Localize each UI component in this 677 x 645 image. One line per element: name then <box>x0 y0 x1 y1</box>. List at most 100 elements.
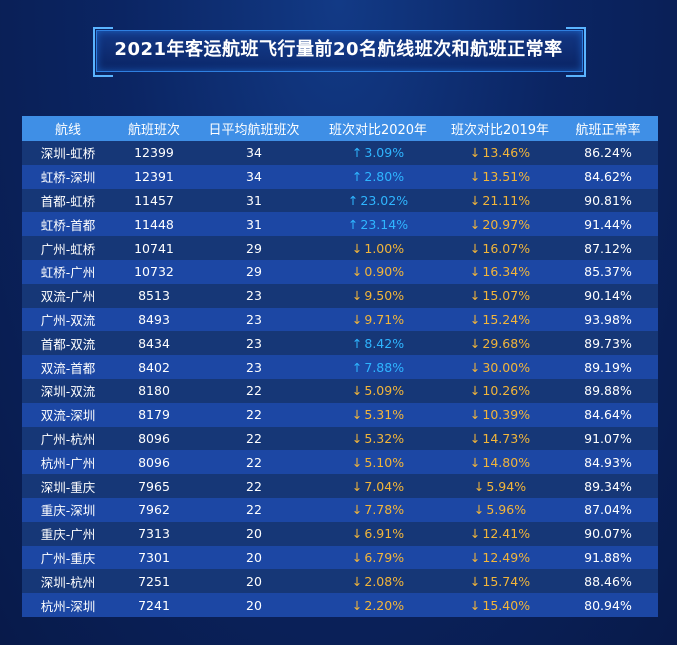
cell-route: 杭州-深圳 <box>22 593 114 617</box>
cell-route: 双流-深圳 <box>22 402 114 427</box>
table-row: 广州-重庆 7301 20 ↓ 6.79% ↓ 12.49% 91.88% <box>22 545 658 570</box>
cell-vs2020-value: 2.20% <box>364 597 405 613</box>
cell-ontime: 89.19% <box>558 355 658 379</box>
header-route: 航线 <box>22 116 114 141</box>
cell-vs2020: ↑ 8.42% <box>314 331 442 356</box>
table-header-row: 航线 航班班次 日平均航班班次 班次对比2020年 班次对比2019年 航班正常… <box>22 116 658 141</box>
cell-vs2020: ↓ 6.91% <box>314 521 442 546</box>
cell-vs2019-value: 21.11% <box>482 192 531 208</box>
cell-vs2020: ↓ 0.90% <box>314 259 442 284</box>
cell-vs2020-value: 6.91% <box>364 526 405 542</box>
cell-vs2019-value: 15.07% <box>482 288 531 304</box>
cell-vs2020: ↓ 6.79% <box>314 545 442 570</box>
arrow-down-icon: ↓ <box>351 573 363 589</box>
cell-route: 首都-虹桥 <box>22 188 114 213</box>
cell-route: 虹桥-深圳 <box>22 164 114 189</box>
arrow-down-icon: ↓ <box>469 264 481 280</box>
table-row: 双流-首都 8402 23 ↑ 7.88% ↓ 30.00% 89.19% <box>22 355 658 379</box>
arrow-down-icon: ↓ <box>473 478 485 494</box>
arrow-down-icon: ↓ <box>473 502 485 518</box>
arrow-down-icon: ↓ <box>469 311 481 327</box>
cell-vs2019: ↓ 14.73% <box>442 426 558 451</box>
arrow-down-icon: ↓ <box>469 359 481 375</box>
arrow-up-icon: ↑ <box>351 169 363 185</box>
cell-vs2019: ↓ 15.74% <box>442 569 558 594</box>
cell-ontime: 88.46% <box>558 569 658 594</box>
cell-route: 双流-广州 <box>22 283 114 308</box>
cell-route: 首都-双流 <box>22 331 114 356</box>
cell-ontime: 80.94% <box>558 593 658 617</box>
cell-vs2020-value: 5.32% <box>364 430 405 446</box>
cell-daily: 22 <box>194 497 314 522</box>
cell-daily: 34 <box>194 141 314 165</box>
cell-vs2020-value: 7.04% <box>364 478 405 494</box>
cell-vs2019-value: 15.40% <box>482 597 531 613</box>
cell-route: 广州-虹桥 <box>22 236 114 260</box>
cell-vs2020-value: 8.42% <box>364 335 405 351</box>
cell-vs2019-value: 12.49% <box>482 549 531 565</box>
cell-vs2019: ↓ 5.96% <box>442 497 558 522</box>
cell-vs2020: ↓ 2.20% <box>314 593 442 617</box>
cell-daily: 31 <box>194 212 314 237</box>
cell-vs2019-value: 15.24% <box>482 311 531 327</box>
cell-ontime: 90.07% <box>558 521 658 546</box>
arrow-down-icon: ↓ <box>469 430 481 446</box>
cell-route: 杭州-广州 <box>22 450 114 475</box>
cell-ontime: 89.88% <box>558 378 658 403</box>
cell-flights: 7241 <box>114 593 194 617</box>
cell-vs2019-value: 16.34% <box>482 264 531 280</box>
cell-vs2019: ↓ 15.40% <box>442 593 558 617</box>
cell-vs2019: ↓ 20.97% <box>442 212 558 237</box>
cell-ontime: 87.04% <box>558 497 658 522</box>
arrow-down-icon: ↓ <box>351 240 363 256</box>
cell-vs2020-value: 5.10% <box>364 454 405 470</box>
arrow-down-icon: ↓ <box>351 502 363 518</box>
cell-vs2019-value: 12.41% <box>482 526 531 542</box>
cell-vs2020: ↑ 23.14% <box>314 212 442 237</box>
cell-vs2020-value: 23.02% <box>360 192 409 208</box>
header-daily: 日平均航班班次 <box>194 116 314 141</box>
cell-daily: 29 <box>194 259 314 284</box>
cell-ontime: 85.37% <box>558 259 658 284</box>
cell-vs2020: ↓ 1.00% <box>314 236 442 260</box>
arrow-down-icon: ↓ <box>469 145 481 161</box>
cell-vs2019: ↓ 30.00% <box>442 355 558 379</box>
cell-vs2020-value: 7.78% <box>364 502 405 518</box>
cell-vs2020: ↓ 2.08% <box>314 569 442 594</box>
arrow-down-icon: ↓ <box>469 192 481 208</box>
cell-route: 虹桥-首都 <box>22 212 114 237</box>
cell-flights: 7965 <box>114 474 194 498</box>
cell-vs2019-value: 29.68% <box>482 335 531 351</box>
cell-vs2020: ↓ 5.10% <box>314 450 442 475</box>
cell-flights: 10732 <box>114 259 194 284</box>
table-row: 首都-虹桥 11457 31 ↑ 23.02% ↓ 21.11% 90.81% <box>22 188 658 213</box>
table-row: 深圳-双流 8180 22 ↓ 5.09% ↓ 10.26% 89.88% <box>22 378 658 403</box>
cell-flights: 8434 <box>114 331 194 356</box>
table-row: 杭州-深圳 7241 20 ↓ 2.20% ↓ 15.40% 80.94% <box>22 593 658 617</box>
cell-vs2020: ↑ 3.09% <box>314 141 442 165</box>
table-row: 重庆-深圳 7962 22 ↓ 7.78% ↓ 5.96% 87.04% <box>22 497 658 522</box>
cell-vs2019-value: 14.73% <box>482 430 531 446</box>
title-frame <box>93 27 586 77</box>
cell-ontime: 91.88% <box>558 545 658 570</box>
cell-flights: 8493 <box>114 307 194 332</box>
cell-vs2020: ↓ 7.78% <box>314 497 442 522</box>
arrow-up-icon: ↑ <box>351 335 363 351</box>
cell-daily: 20 <box>194 545 314 570</box>
header-vs2019: 班次对比2019年 <box>442 116 558 141</box>
route-table: 航线 航班班次 日平均航班班次 班次对比2020年 班次对比2019年 航班正常… <box>22 116 658 617</box>
cell-ontime: 84.64% <box>558 402 658 427</box>
table-row: 广州-虹桥 10741 29 ↓ 1.00% ↓ 16.07% 87.12% <box>22 236 658 260</box>
cell-ontime: 93.98% <box>558 307 658 332</box>
table-row: 杭州-广州 8096 22 ↓ 5.10% ↓ 14.80% 84.93% <box>22 450 658 475</box>
cell-flights: 12391 <box>114 164 194 189</box>
arrow-down-icon: ↓ <box>469 597 481 613</box>
cell-vs2020-value: 23.14% <box>360 216 409 232</box>
header-vs2020: 班次对比2020年 <box>314 116 442 141</box>
cell-route: 深圳-杭州 <box>22 569 114 594</box>
chart-title: 2021年客运航班飞行量前20名航线班次和航班正常率 <box>114 39 563 60</box>
cell-vs2020: ↑ 7.88% <box>314 355 442 379</box>
cell-ontime: 87.12% <box>558 236 658 260</box>
cell-flights: 8180 <box>114 378 194 403</box>
cell-daily: 23 <box>194 307 314 332</box>
